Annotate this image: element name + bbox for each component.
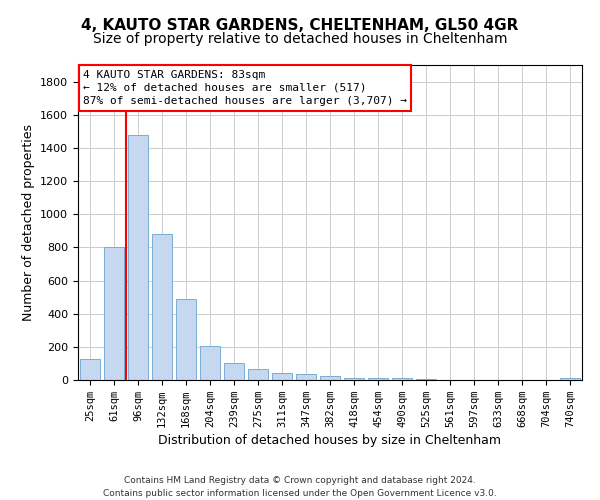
Bar xyxy=(152,234,172,380)
Bar xyxy=(416,379,436,380)
Bar xyxy=(320,376,340,380)
Bar xyxy=(344,378,364,380)
Y-axis label: Number of detached properties: Number of detached properties xyxy=(22,124,35,321)
Text: 4, KAUTO STAR GARDENS, CHELTENHAM, GL50 4GR: 4, KAUTO STAR GARDENS, CHELTENHAM, GL50 … xyxy=(82,18,518,32)
Bar xyxy=(368,378,388,380)
Text: Contains HM Land Registry data © Crown copyright and database right 2024.
Contai: Contains HM Land Registry data © Crown c… xyxy=(103,476,497,498)
Bar xyxy=(176,299,196,380)
Bar xyxy=(248,369,268,380)
Bar xyxy=(560,378,580,380)
Bar xyxy=(104,248,124,380)
Bar xyxy=(392,378,412,380)
Bar xyxy=(224,364,244,380)
Bar xyxy=(272,374,292,380)
Bar xyxy=(200,346,220,380)
Text: Size of property relative to detached houses in Cheltenham: Size of property relative to detached ho… xyxy=(93,32,507,46)
Bar xyxy=(128,134,148,380)
Bar xyxy=(80,360,100,380)
X-axis label: Distribution of detached houses by size in Cheltenham: Distribution of detached houses by size … xyxy=(158,434,502,447)
Text: 4 KAUTO STAR GARDENS: 83sqm
← 12% of detached houses are smaller (517)
87% of se: 4 KAUTO STAR GARDENS: 83sqm ← 12% of det… xyxy=(83,70,407,106)
Bar xyxy=(296,374,316,380)
